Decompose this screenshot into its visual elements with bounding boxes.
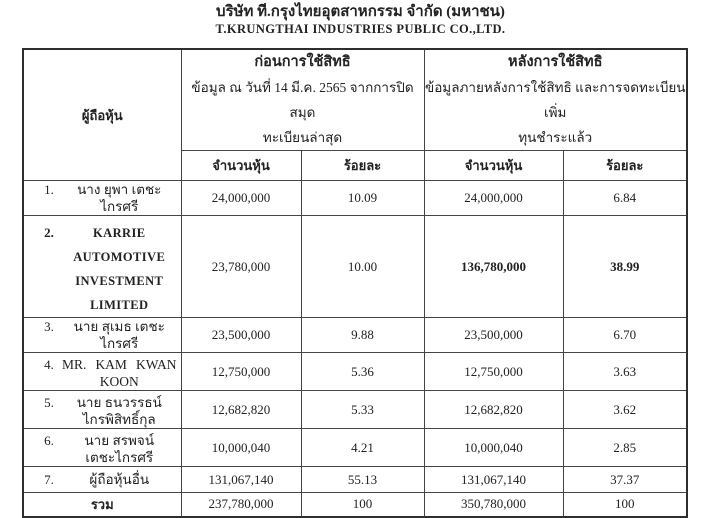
document-header: บริษัท ที.กรุงไทยอุตสาหกรรม จำกัด (มหาชน… bbox=[0, 3, 721, 37]
group-header-row: ผู้ถือหุ้น ก่อนการใช้สิทธิ ข้อมูล ณ วันท… bbox=[22, 48, 688, 181]
after-percent-value: 38.99 bbox=[562, 215, 688, 318]
shareholder-name-cell: 3. นาย สุเมธ เตชะไกรศรี bbox=[22, 317, 182, 353]
shareholder-name: นาย ธนวรรธน์ bbox=[76, 395, 162, 410]
row-number: 7. bbox=[44, 472, 54, 487]
after-shares-value: 131,067,140 bbox=[423, 466, 564, 493]
after-percent-value: 3.63 bbox=[562, 352, 688, 391]
after-percent-value: 3.62 bbox=[562, 390, 688, 429]
after-exercise-title: หลังการใช้สิทธิ bbox=[508, 54, 603, 70]
before-percent-value: 9.88 bbox=[300, 317, 425, 353]
shareholder-column-header: ผู้ถือหุ้น bbox=[22, 48, 182, 181]
after-shares-value: 10,000,040 bbox=[423, 428, 564, 467]
before-percent-value: 5.36 bbox=[300, 352, 425, 391]
row-number: 3. bbox=[44, 319, 54, 334]
after-percent-value: 6.70 bbox=[562, 317, 688, 353]
after-shares-column-header: จำนวนหุ้น bbox=[423, 150, 564, 181]
after-percent-value: 2.85 bbox=[562, 428, 688, 467]
row-number: 6. bbox=[44, 433, 54, 448]
before-exercise-subtitle-line1: ข้อมูล ณ วันที่ 14 มี.ค. 2565 จากการปิดส… bbox=[191, 80, 414, 120]
table-row-4: 4. MR. KAM KWAN KOON 12,750,000 5.36 12,… bbox=[22, 352, 688, 391]
shareholder-name: นาง ยุพา เตชะไกรศรี bbox=[77, 182, 162, 214]
total-after-percent: 100 bbox=[562, 492, 688, 517]
row-number: 2. bbox=[44, 225, 54, 240]
shareholder-name-cell: 4. MR. KAM KWAN KOON bbox=[22, 352, 182, 391]
shareholder-name: LIMITED bbox=[90, 298, 149, 312]
after-percent-value: 37.37 bbox=[562, 466, 688, 493]
shareholder-name: นาย สุเมธ เตชะไกรศรี bbox=[73, 319, 165, 351]
table-row-2: 2. KARRIE AUTOMOTIVE INVESTMENT LIMITED … bbox=[22, 215, 688, 318]
before-shares-value: 12,682,820 bbox=[180, 390, 302, 429]
total-row: รวม 237,780,000 100 350,780,000 100 bbox=[22, 492, 688, 517]
before-shares-value: 10,000,040 bbox=[180, 428, 302, 467]
after-shares-value: 12,750,000 bbox=[423, 352, 564, 391]
after-percent-value: 6.84 bbox=[562, 180, 688, 216]
before-exercise-subtitle-line2: ทะเบียนล่าสุด bbox=[262, 130, 343, 145]
total-before-percent: 100 bbox=[300, 492, 425, 517]
shareholder-name-cell: 7. ผู้ถือหุ้นอื่น bbox=[22, 466, 182, 493]
table-row-7: 7. ผู้ถือหุ้นอื่น 131,067,140 55.13 131,… bbox=[22, 466, 688, 493]
shareholder-name-cell: 5. นาย ธนวรรธน์ ไกรพิสิทธิ์กุล bbox=[22, 390, 182, 429]
shareholder-name: AUTOMOTIVE bbox=[73, 250, 166, 264]
row-number: 4. bbox=[44, 357, 54, 372]
after-shares-value: 136,780,000 bbox=[423, 215, 564, 318]
row-number: 1. bbox=[44, 182, 54, 197]
after-shares-value: 23,500,000 bbox=[423, 317, 564, 353]
after-shares-value: 12,682,820 bbox=[423, 390, 564, 429]
table-row-6: 6. นาย สรพจน์ เตชะไกรศรี 10,000,040 4.21… bbox=[22, 428, 688, 467]
sub-header-row: จำนวนหุ้น ร้อยละ จำนวนหุ้น ร้อยละ bbox=[23, 150, 688, 181]
total-before-shares: 237,780,000 bbox=[180, 492, 302, 517]
after-exercise-subtitle-line1: ข้อมูลภายหลังการใช้สิทธิ และการจดทะเบียน… bbox=[424, 80, 686, 120]
shareholder-name: KARRIE bbox=[93, 226, 146, 240]
before-percent-value: 10.09 bbox=[300, 180, 425, 216]
before-exercise-title: ก่อนการใช้สิทธิ bbox=[254, 54, 351, 70]
company-name-english: T.KRUNGTHAI INDUSTRIES PUBLIC CO.,LTD. bbox=[215, 22, 506, 36]
shareholder-name: INVESTMENT bbox=[75, 274, 164, 288]
before-percent-value: 55.13 bbox=[300, 466, 425, 493]
table-row-5: 5. นาย ธนวรรธน์ ไกรพิสิทธิ์กุล 12,682,82… bbox=[22, 390, 688, 429]
before-percent-value: 5.33 bbox=[300, 390, 425, 429]
total-label: รวม bbox=[22, 492, 182, 517]
before-percent-column-header: ร้อยละ bbox=[300, 150, 425, 181]
row-number: 5. bbox=[44, 395, 54, 410]
after-shares-value: 24,000,000 bbox=[423, 180, 564, 216]
shareholder-name: นาย สรพจน์ bbox=[84, 433, 155, 448]
before-percent-value: 10.00 bbox=[300, 215, 425, 318]
before-shares-value: 23,780,000 bbox=[180, 215, 302, 318]
before-shares-value: 131,067,140 bbox=[180, 466, 302, 493]
after-percent-column-header: ร้อยละ bbox=[562, 150, 688, 181]
shareholder-name: ไกรพิสิทธิ์กุล bbox=[82, 412, 156, 427]
shareholder-name-cell: 6. นาย สรพจน์ เตชะไกรศรี bbox=[22, 428, 182, 467]
table-row-3: 3. นาย สุเมธ เตชะไกรศรี 23,500,000 9.88 … bbox=[22, 317, 688, 353]
before-shares-value: 12,750,000 bbox=[180, 352, 302, 391]
before-shares-column-header: จำนวนหุ้น bbox=[180, 150, 302, 181]
before-shares-value: 24,000,000 bbox=[180, 180, 302, 216]
before-exercise-header: ก่อนการใช้สิทธิ ข้อมูล ณ วันที่ 14 มี.ค.… bbox=[180, 48, 425, 151]
shareholder-name: ผู้ถือหุ้นอื่น bbox=[89, 472, 150, 487]
table-row-1: 1. นาง ยุพา เตชะไกรศรี 24,000,000 10.09 … bbox=[22, 180, 688, 216]
shareholder-name-cell: 2. KARRIE AUTOMOTIVE INVESTMENT LIMITED bbox=[22, 215, 182, 318]
total-after-shares: 350,780,000 bbox=[423, 492, 564, 517]
before-shares-value: 23,500,000 bbox=[180, 317, 302, 353]
shareholders-table: ผู้ถือหุ้น ก่อนการใช้สิทธิ ข้อมูล ณ วันท… bbox=[22, 48, 688, 518]
shareholder-name: เตชะไกรศรี bbox=[85, 450, 154, 465]
shareholder-name: MR. KAM KWAN bbox=[62, 357, 177, 372]
before-percent-value: 4.21 bbox=[300, 428, 425, 467]
after-exercise-header: หลังการใช้สิทธิ ข้อมูลภายหลังการใช้สิทธิ… bbox=[423, 48, 688, 151]
company-name-thai: บริษัท ที.กรุงไทยอุตสาหกรรม จำกัด (มหาชน… bbox=[216, 4, 505, 20]
shareholder-name-cell: 1. นาง ยุพา เตชะไกรศรี bbox=[22, 180, 182, 216]
after-exercise-subtitle-line2: ทุนชำระแล้ว bbox=[518, 130, 593, 145]
shareholder-name: KOON bbox=[99, 374, 139, 389]
